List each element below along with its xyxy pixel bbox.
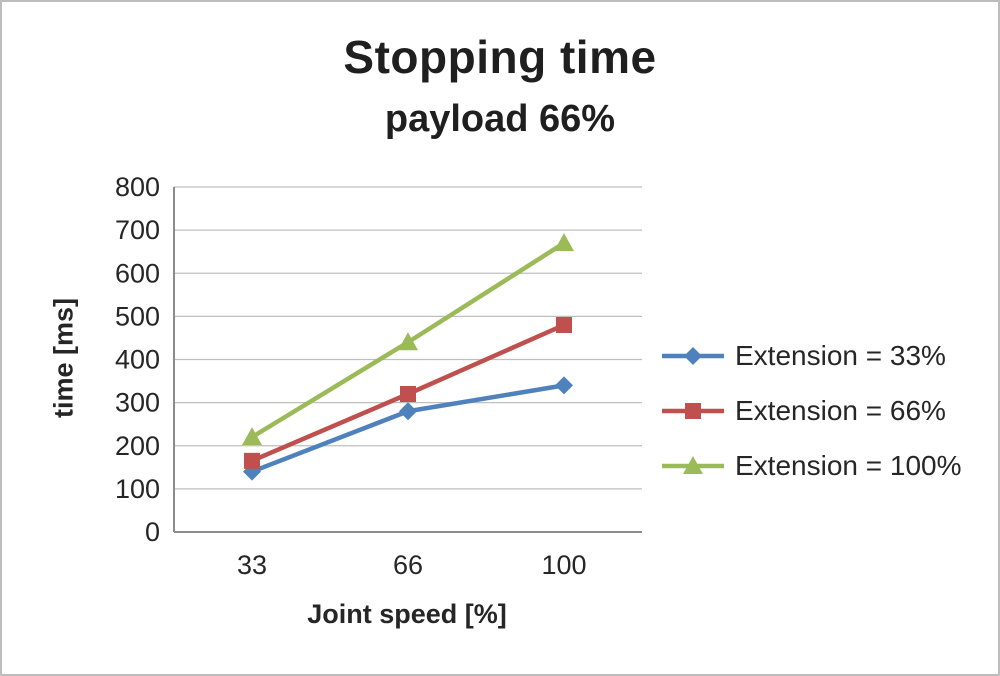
chart-subtitle: payload 66% (384, 98, 616, 140)
legend-item: Extension = 66% (660, 395, 962, 427)
diamond-marker-icon (399, 402, 417, 421)
y-axis-title: time [ms] (48, 297, 79, 419)
triangle-marker-icon (683, 456, 703, 474)
x-tick-label: 100 (541, 550, 586, 580)
x-tick-label: 66 (393, 550, 423, 580)
square-marker-icon (556, 317, 572, 333)
square-marker-icon (400, 386, 416, 402)
triangle-marker-icon (398, 332, 418, 351)
chart-title: Stopping time (343, 31, 657, 83)
legend-label: Extension = 66% (735, 395, 946, 426)
legend-item: Extension = 33% (660, 340, 962, 372)
legend: Extension = 33% Extension = 66% Extension … (660, 340, 962, 482)
y-tick-label: 100 (115, 474, 160, 504)
x-axis-title: Joint speed [%] (307, 599, 507, 629)
legend-key-icon (662, 403, 724, 419)
y-tick-label: 400 (115, 345, 160, 375)
diamond-marker-icon (684, 347, 702, 365)
y-tick-label: 700 (115, 215, 160, 245)
legend-key-icon (662, 347, 724, 365)
y-tick-label: 800 (115, 172, 160, 202)
legend-item: Extension = 100% (660, 450, 962, 482)
y-tick-label: 0 (145, 517, 160, 547)
legend-label: Extension = 100% (735, 450, 962, 481)
diamond-marker-icon (555, 376, 573, 395)
y-tick-label: 200 (115, 431, 160, 461)
y-tick-label: 500 (115, 301, 160, 331)
legend-label: Extension = 33% (735, 340, 946, 371)
triangle-marker-icon (242, 427, 262, 446)
y-tick-label: 300 (115, 388, 160, 418)
legend-key-icon (662, 456, 724, 474)
square-marker-icon (244, 452, 260, 469)
x-tick-label: 33 (237, 550, 267, 580)
y-tick-label: 600 (115, 258, 160, 288)
triangle-marker-icon (554, 233, 574, 252)
square-marker-icon (685, 403, 701, 419)
